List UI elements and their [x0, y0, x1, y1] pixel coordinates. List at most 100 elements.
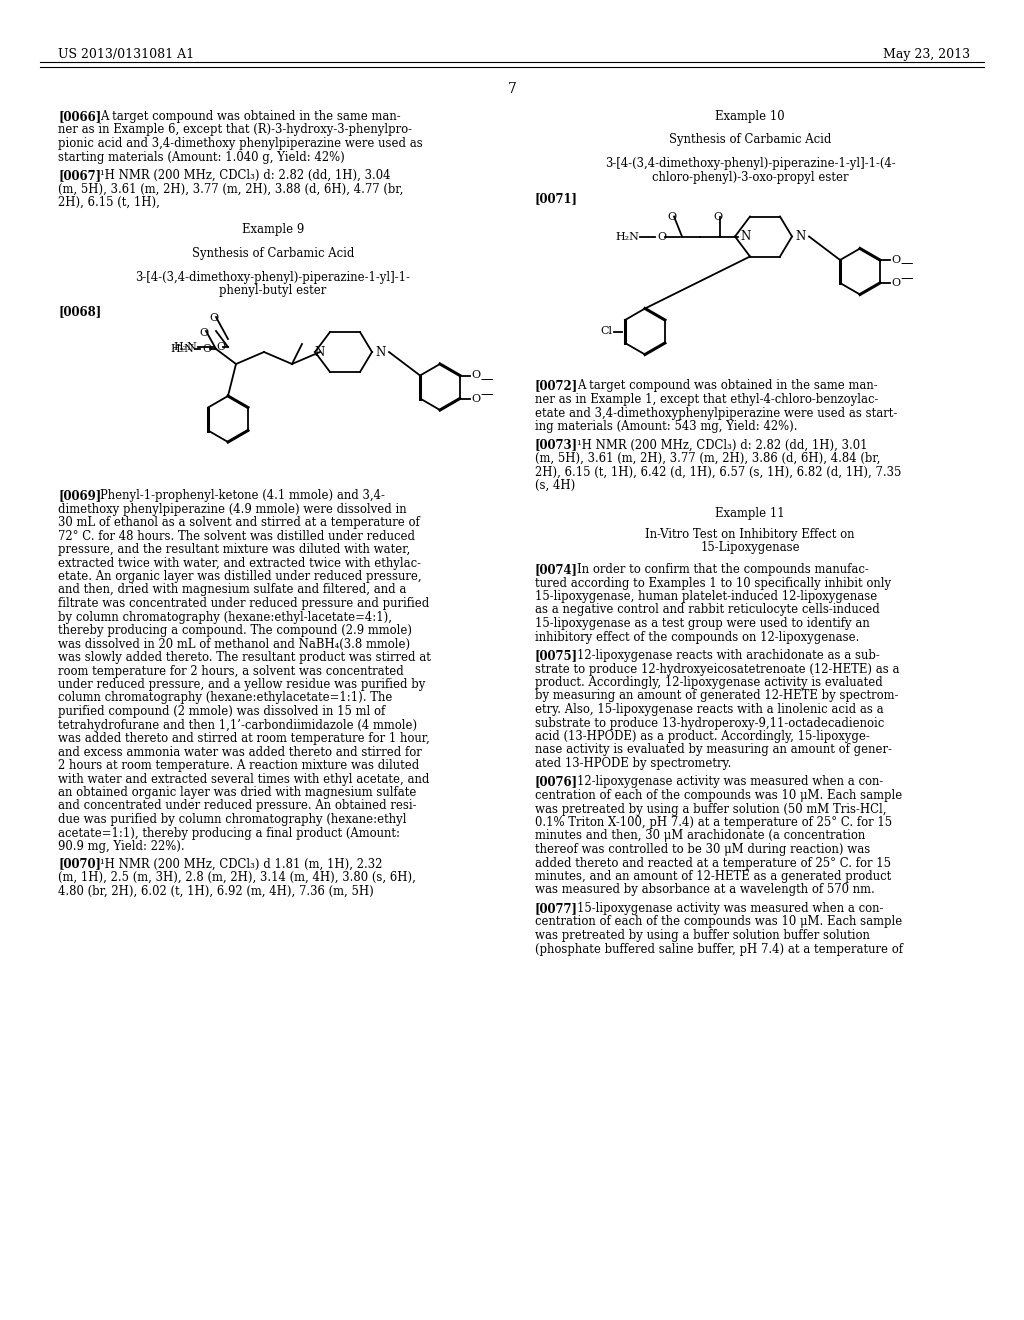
Text: minutes and then, 30 μM arachidonate (a concentration: minutes and then, 30 μM arachidonate (a …	[535, 829, 865, 842]
Text: substrate to produce 13-hydroperoxy-9,11-octadecadienoic: substrate to produce 13-hydroperoxy-9,11…	[535, 717, 885, 730]
Text: ner as in Example 6, except that (R)-3-hydroxy-3-phenylpro-: ner as in Example 6, except that (R)-3-h…	[58, 124, 412, 136]
Text: was pretreated by using a buffer solution buffer solution: was pretreated by using a buffer solutio…	[535, 929, 869, 942]
Text: with water and extracted several times with ethyl acetate, and: with water and extracted several times w…	[58, 772, 429, 785]
Text: purified compound (2 mmole) was dissolved in 15 ml of: purified compound (2 mmole) was dissolve…	[58, 705, 385, 718]
Text: N: N	[314, 346, 326, 359]
Text: —: —	[480, 388, 493, 401]
Text: was added thereto and stirred at room temperature for 1 hour,: was added thereto and stirred at room te…	[58, 733, 430, 744]
Text: nase activity is evaluated by measuring an amount of gener-: nase activity is evaluated by measuring …	[535, 743, 892, 756]
Text: US 2013/0131081 A1: US 2013/0131081 A1	[58, 48, 195, 61]
Text: tetrahydrofurane and then 1,1’-carbondiimidazole (4 mmole): tetrahydrofurane and then 1,1’-carbondii…	[58, 718, 417, 731]
Text: 0.1% Triton X-100, pH 7.4) at a temperature of 25° C. for 15: 0.1% Triton X-100, pH 7.4) at a temperat…	[535, 816, 892, 829]
Text: centration of each of the compounds was 10 μM. Each sample: centration of each of the compounds was …	[535, 789, 902, 803]
Text: [0066]: [0066]	[58, 110, 101, 123]
Text: (m, 1H), 2.5 (m, 3H), 2.8 (m, 2H), 3.14 (m, 4H), 3.80 (s, 6H),: (m, 1H), 2.5 (m, 3H), 2.8 (m, 2H), 3.14 …	[58, 871, 416, 884]
Text: and concentrated under reduced pressure. An obtained resi-: and concentrated under reduced pressure.…	[58, 800, 417, 813]
Text: pionic acid and 3,4-dimethoxy phenylpiperazine were used as: pionic acid and 3,4-dimethoxy phenylpipe…	[58, 137, 423, 150]
Text: [0077]: [0077]	[535, 902, 578, 915]
Text: 3-[4-(3,4-dimethoxy-phenyl)-piperazine-1-yl]-1-(4-: 3-[4-(3,4-dimethoxy-phenyl)-piperazine-1…	[605, 157, 895, 170]
Text: ated 13-HPODE by spectrometry.: ated 13-HPODE by spectrometry.	[535, 756, 731, 770]
Text: 3-[4-(3,4-dimethoxy-phenyl)-piperazine-1-yl]-1-: 3-[4-(3,4-dimethoxy-phenyl)-piperazine-1…	[135, 271, 411, 284]
Text: was measured by absorbance at a wavelength of 570 nm.: was measured by absorbance at a waveleng…	[535, 883, 874, 896]
Text: Synthesis of Carbamic Acid: Synthesis of Carbamic Acid	[669, 133, 831, 147]
Text: etry. Also, 15-lipoxygenase reacts with a linolenic acid as a: etry. Also, 15-lipoxygenase reacts with …	[535, 704, 884, 715]
Text: ner as in Example 1, except that ethyl-4-chloro-benzoylac-: ner as in Example 1, except that ethyl-4…	[535, 393, 879, 407]
Text: [0072]: [0072]	[535, 380, 579, 392]
Text: H₂N: H₂N	[615, 231, 639, 242]
Text: —: —	[900, 272, 912, 285]
Text: Example 11: Example 11	[715, 507, 784, 520]
Text: dimethoxy phenylpiperazine (4.9 mmole) were dissolved in: dimethoxy phenylpiperazine (4.9 mmole) w…	[58, 503, 407, 516]
Text: O: O	[657, 231, 667, 242]
Text: by column chromatography (hexane:ethyl-lacetate=4:1),: by column chromatography (hexane:ethyl-l…	[58, 610, 392, 623]
Text: an obtained organic layer was dried with magnesium sulfate: an obtained organic layer was dried with…	[58, 785, 417, 799]
Text: O: O	[714, 213, 723, 223]
Text: 12-lipoxygenase reacts with arachidonate as a sub-: 12-lipoxygenase reacts with arachidonate…	[577, 649, 880, 663]
Text: O: O	[668, 213, 677, 223]
Text: [0073]: [0073]	[535, 438, 579, 451]
Text: column chromatography (hexane:ethylacetate=1:1). The: column chromatography (hexane:ethylaceta…	[58, 692, 392, 705]
Text: by measuring an amount of generated 12-HETE by spectrom-: by measuring an amount of generated 12-H…	[535, 689, 898, 702]
Text: strate to produce 12-hydroxyeicosatetrenoate (12-HETE) as a: strate to produce 12-hydroxyeicosatetren…	[535, 663, 899, 676]
Text: Example 10: Example 10	[715, 110, 784, 123]
Text: (phosphate buffered saline buffer, pH 7.4) at a temperature of: (phosphate buffered saline buffer, pH 7.…	[535, 942, 903, 956]
Text: N: N	[795, 230, 805, 243]
Text: 15-lipoxygenase, human platelet-induced 12-lipoxygenase: 15-lipoxygenase, human platelet-induced …	[535, 590, 878, 603]
Text: [0071]: [0071]	[535, 191, 578, 205]
Text: etate. An organic layer was distilled under reduced pressure,: etate. An organic layer was distilled un…	[58, 570, 422, 583]
Text: as a negative control and rabbit reticulocyte cells-induced: as a negative control and rabbit reticul…	[535, 603, 880, 616]
Text: 2H), 6.15 (t, 1H), 6.42 (d, 1H), 6.57 (s, 1H), 6.82 (d, 1H), 7.35: 2H), 6.15 (t, 1H), 6.42 (d, 1H), 6.57 (s…	[535, 466, 901, 479]
Text: O: O	[210, 313, 218, 323]
Text: In order to confirm that the compounds manufac-: In order to confirm that the compounds m…	[577, 564, 868, 576]
Text: starting materials (Amount: 1.040 g, Yield: 42%): starting materials (Amount: 1.040 g, Yie…	[58, 150, 345, 164]
Text: O: O	[891, 279, 900, 288]
Text: Phenyl-1-prophenyl-ketone (4.1 mmole) and 3,4-: Phenyl-1-prophenyl-ketone (4.1 mmole) an…	[100, 488, 385, 502]
Text: product. Accordingly, 12-lipoxygenase activity is evaluated: product. Accordingly, 12-lipoxygenase ac…	[535, 676, 883, 689]
Text: added thereto and reacted at a temperature of 25° C. for 15: added thereto and reacted at a temperatu…	[535, 857, 891, 870]
Text: —: —	[480, 374, 493, 385]
Text: 15-lipoxygenase activity was measured when a con-: 15-lipoxygenase activity was measured wh…	[577, 902, 884, 915]
Text: ¹H NMR (200 MHz, CDCl₃) d 1.81 (m, 1H), 2.32: ¹H NMR (200 MHz, CDCl₃) d 1.81 (m, 1H), …	[100, 858, 382, 870]
Text: (m, 5H), 3.61 (m, 2H), 3.77 (m, 2H), 3.86 (d, 6H), 4.84 (br,: (m, 5H), 3.61 (m, 2H), 3.77 (m, 2H), 3.8…	[535, 451, 881, 465]
Text: filtrate was concentrated under reduced pressure and purified: filtrate was concentrated under reduced …	[58, 597, 429, 610]
Text: 2H), 6.15 (t, 1H),: 2H), 6.15 (t, 1H),	[58, 195, 160, 209]
Text: acid (13-HPODE) as a product. Accordingly, 15-lipoxyge-: acid (13-HPODE) as a product. Accordingl…	[535, 730, 869, 743]
Text: Synthesis of Carbamic Acid: Synthesis of Carbamic Acid	[191, 247, 354, 260]
Text: ing materials (Amount: 543 mg, Yield: 42%).: ing materials (Amount: 543 mg, Yield: 42…	[535, 420, 798, 433]
Text: [0068]: [0068]	[58, 305, 101, 318]
Text: O: O	[200, 327, 209, 338]
Text: ¹H NMR (200 MHz, CDCl₃) d: 2.82 (dd, 1H), 3.04: ¹H NMR (200 MHz, CDCl₃) d: 2.82 (dd, 1H)…	[100, 169, 390, 182]
Text: chloro-phenyl)-3-oxo-propyl ester: chloro-phenyl)-3-oxo-propyl ester	[651, 170, 848, 183]
Text: H₂N: H₂N	[170, 345, 194, 354]
Text: A target compound was obtained in the same man-: A target compound was obtained in the sa…	[100, 110, 400, 123]
Text: [0069]: [0069]	[58, 488, 101, 502]
Text: extracted twice with water, and extracted twice with ethylac-: extracted twice with water, and extracte…	[58, 557, 421, 569]
Text: [0074]: [0074]	[535, 564, 578, 576]
Text: under reduced pressure, and a yellow residue was purified by: under reduced pressure, and a yellow res…	[58, 678, 425, 690]
Text: was pretreated by using a buffer solution (50 mM Tris-HCl,: was pretreated by using a buffer solutio…	[535, 803, 887, 816]
Text: 72° C. for 48 hours. The solvent was distilled under reduced: 72° C. for 48 hours. The solvent was dis…	[58, 529, 415, 543]
Text: Example 9: Example 9	[242, 223, 304, 236]
Text: 7: 7	[508, 82, 516, 96]
Text: —: —	[900, 257, 912, 271]
Text: 15-lipoxygenase as a test group were used to identify an: 15-lipoxygenase as a test group were use…	[535, 616, 869, 630]
Text: 15-Lipoxygenase: 15-Lipoxygenase	[700, 541, 800, 554]
Text: In-Vitro Test on Inhibitory Effect on: In-Vitro Test on Inhibitory Effect on	[645, 528, 855, 541]
Text: was dissolved in 20 mL of methanol and NaBH₄(3.8 mmole): was dissolved in 20 mL of methanol and N…	[58, 638, 411, 651]
Text: etate and 3,4-dimethoxyphenylpiperazine were used as start-: etate and 3,4-dimethoxyphenylpiperazine …	[535, 407, 897, 420]
Text: 4.80 (br, 2H), 6.02 (t, 1H), 6.92 (m, 4H), 7.36 (m, 5H): 4.80 (br, 2H), 6.02 (t, 1H), 6.92 (m, 4H…	[58, 884, 374, 898]
Text: 2 hours at room temperature. A reaction mixture was diluted: 2 hours at room temperature. A reaction …	[58, 759, 419, 772]
Text: (s, 4H): (s, 4H)	[535, 479, 575, 492]
Text: [0076]: [0076]	[535, 776, 579, 788]
Text: due was purified by column chromatography (hexane:ethyl: due was purified by column chromatograph…	[58, 813, 407, 826]
Text: A target compound was obtained in the same man-: A target compound was obtained in the sa…	[577, 380, 878, 392]
Text: [0067]: [0067]	[58, 169, 101, 182]
Text: ¹H NMR (200 MHz, CDCl₃) d: 2.82 (dd, 1H), 3.01: ¹H NMR (200 MHz, CDCl₃) d: 2.82 (dd, 1H)…	[577, 438, 867, 451]
Text: was slowly added thereto. The resultant product was stirred at: was slowly added thereto. The resultant …	[58, 651, 431, 664]
Text: [0070]: [0070]	[58, 858, 101, 870]
Text: H₂N: H₂N	[173, 342, 197, 352]
Text: and then, dried with magnesium sulfate and filtered, and a: and then, dried with magnesium sulfate a…	[58, 583, 407, 597]
Text: tured according to Examples 1 to 10 specifically inhibit only: tured according to Examples 1 to 10 spec…	[535, 577, 891, 590]
Text: Cl: Cl	[600, 326, 612, 337]
Text: N: N	[375, 346, 385, 359]
